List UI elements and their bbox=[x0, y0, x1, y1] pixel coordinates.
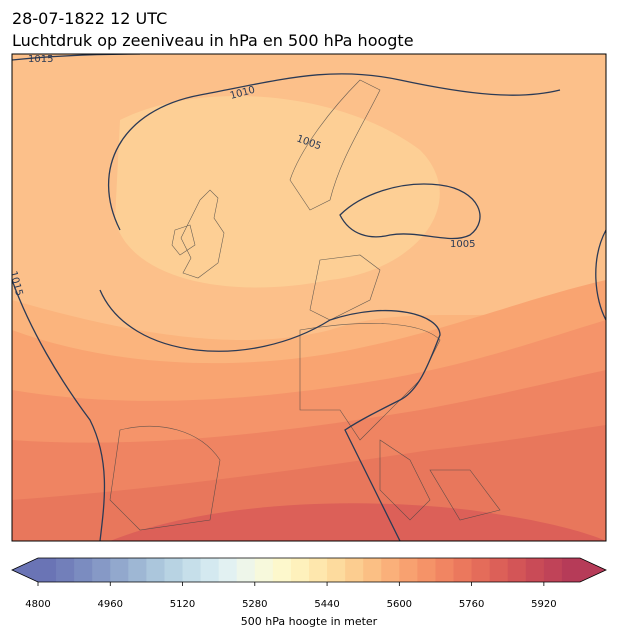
colorbar-bin bbox=[453, 558, 473, 582]
colorbar-tick-label: 4800 bbox=[25, 599, 50, 610]
colorbar-tick-label: 5760 bbox=[459, 599, 484, 610]
colorbar-bin bbox=[110, 558, 129, 582]
title-date: 28-07-1822 12 UTC bbox=[12, 9, 167, 28]
colorbar-bin bbox=[56, 558, 75, 582]
colorbar-extend-high bbox=[580, 558, 606, 582]
colorbar-bin bbox=[489, 558, 509, 582]
colorbar-label: 500 hPa hoogte in meter bbox=[241, 615, 378, 628]
colorbar-bin bbox=[471, 558, 491, 582]
colorbar-bin bbox=[254, 558, 274, 582]
colorbar-bin bbox=[146, 558, 165, 582]
colorbar-bin bbox=[290, 558, 310, 582]
colorbar-outline bbox=[11, 557, 607, 583]
colorbar-bin bbox=[543, 558, 563, 582]
colorbar-tick-label: 5280 bbox=[242, 599, 267, 610]
colorbar-extend-low bbox=[12, 558, 38, 582]
colorbar-bin bbox=[399, 558, 418, 582]
colorbar-tick-label: 5920 bbox=[531, 599, 556, 610]
colorbar-bin bbox=[128, 558, 147, 582]
colorbar-bin bbox=[381, 558, 400, 582]
colorbar: 4800 4960 5120 5280 5440 5600 5760 5920 bbox=[11, 557, 607, 610]
colorbar-bin bbox=[164, 558, 184, 582]
colorbar-bin bbox=[417, 558, 436, 582]
colorbar-bin bbox=[363, 558, 382, 582]
colorbar-bin bbox=[74, 558, 93, 582]
map-frame bbox=[11, 53, 607, 542]
colorbar-bin bbox=[236, 558, 256, 582]
colorbar-tick-label: 4960 bbox=[98, 599, 123, 610]
colorbar-bin bbox=[435, 558, 455, 582]
colorbar-bin bbox=[38, 558, 57, 582]
colorbar-bin bbox=[345, 558, 364, 582]
title: Luchtdruk op zeeniveau in hPa en 500 hPa… bbox=[12, 31, 414, 50]
colorbar-bin bbox=[309, 558, 328, 582]
colorbar-bin bbox=[272, 558, 292, 582]
colorbar-bin bbox=[561, 558, 581, 582]
colorbar-bin bbox=[200, 558, 220, 582]
colorbar-tick-label: 5440 bbox=[314, 599, 339, 610]
colorbar-bin bbox=[218, 558, 238, 582]
colorbar-tick-label: 5600 bbox=[387, 599, 412, 610]
colorbar-bin bbox=[525, 558, 545, 582]
map: 1015 1010 1005 1005 1015 bbox=[12, 54, 606, 541]
colorbar-tick-label: 5120 bbox=[170, 599, 195, 610]
colorbar-bin bbox=[507, 558, 527, 582]
colorbar-bin bbox=[92, 558, 111, 582]
contour-label: 1015 bbox=[28, 54, 53, 65]
contour-label: 1005 bbox=[450, 239, 475, 250]
colorbar-bin bbox=[327, 558, 346, 582]
colorbar-bin bbox=[182, 558, 202, 582]
